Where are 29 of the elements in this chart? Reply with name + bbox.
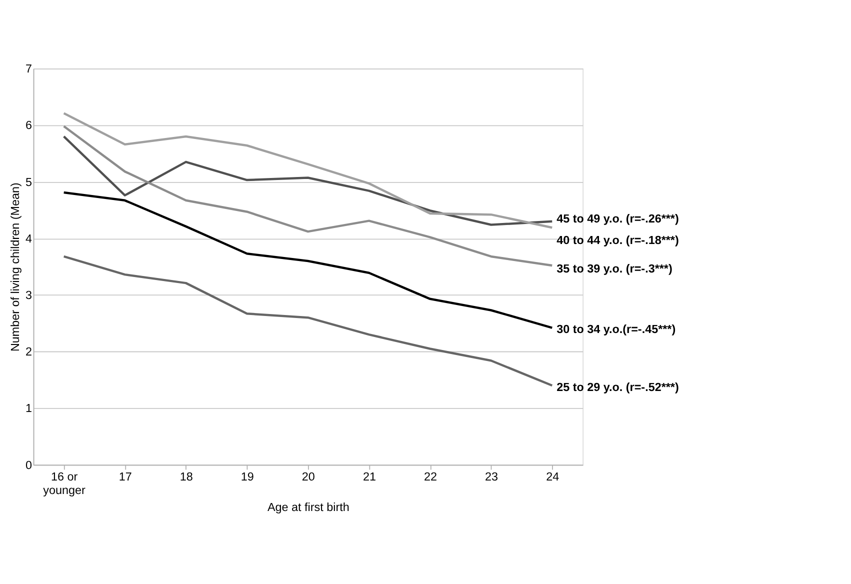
series-label: 40 to 44 y.o. (r=-.18***) (556, 234, 679, 247)
line-series (62, 135, 554, 226)
x-tick-label: 24 (546, 470, 560, 484)
y-tick-label: 7 (25, 62, 32, 76)
y-tick-label: 6 (25, 119, 32, 132)
x-tick-label: 20 (302, 470, 316, 484)
y-tick-label: 2 (25, 346, 32, 359)
x-tick-label: 23 (485, 470, 498, 484)
series-label: 30 to 34 y.o.(r=-.45***) (556, 323, 676, 336)
y-axis-title: Number of living children (Mean) (9, 182, 22, 352)
series-label: 25 to 29 y.o. (r=-.52***) (556, 380, 679, 394)
y-tick-label: 1 (25, 402, 32, 416)
series-label: 45 to 49 y.o. (r=-.26***) (556, 212, 679, 226)
line-series (62, 112, 554, 229)
y-tick-label: 4 (25, 232, 32, 246)
series-label: 35 to 39 y.o. (r=-.3***) (556, 262, 672, 276)
x-axis-title: Age at first birth (268, 501, 350, 514)
x-tick-label: 18 (180, 470, 193, 484)
x-tick-label: 19 (240, 470, 254, 484)
x-tick-label: 21 (362, 470, 376, 484)
x-tick-label: 17 (118, 470, 132, 484)
y-tick-label: 5 (25, 176, 32, 189)
x-tick-label: 22 (424, 470, 438, 484)
line-series (62, 255, 554, 387)
line-series (62, 191, 554, 329)
x-tick-label: 16 or younger (43, 470, 86, 498)
y-tick-label: 0 (25, 458, 32, 472)
line-series (62, 125, 554, 267)
y-tick-label: 3 (25, 289, 32, 302)
